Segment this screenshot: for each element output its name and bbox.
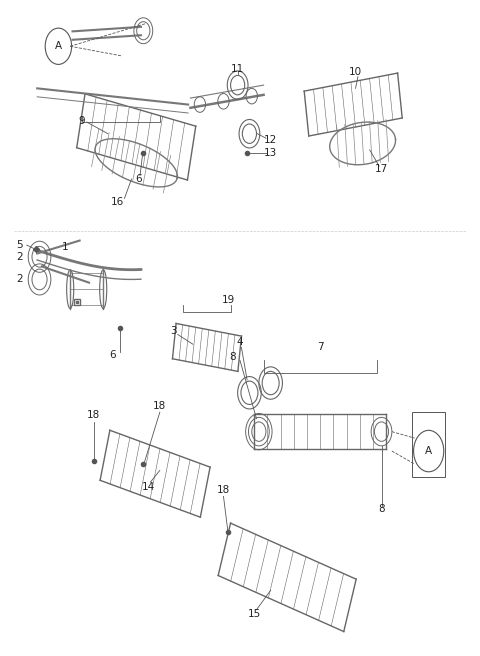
Text: A: A [425,446,432,456]
Text: 17: 17 [375,164,388,174]
Text: 2: 2 [16,274,23,285]
Text: 9: 9 [79,115,85,126]
Text: 13: 13 [264,148,277,158]
Text: 7: 7 [317,342,324,352]
Text: 19: 19 [222,295,235,305]
Text: 6: 6 [135,174,142,184]
Text: 8: 8 [229,352,236,362]
Text: 14: 14 [142,482,155,492]
Text: 10: 10 [349,67,362,77]
Text: 2: 2 [16,252,23,262]
Text: 3: 3 [171,326,177,337]
Text: 18: 18 [87,411,100,420]
Text: 11: 11 [231,64,244,74]
Text: 5: 5 [16,240,23,250]
Text: 6: 6 [109,350,116,360]
Text: 12: 12 [264,135,277,145]
Text: 4: 4 [237,337,243,347]
Text: 1: 1 [62,242,69,252]
Text: 18: 18 [217,485,230,495]
Text: A: A [55,41,62,51]
Text: 8: 8 [378,504,385,514]
Text: 15: 15 [248,609,261,619]
Text: 18: 18 [153,401,167,411]
Bar [412,412,445,477]
Text: 16: 16 [111,197,124,207]
